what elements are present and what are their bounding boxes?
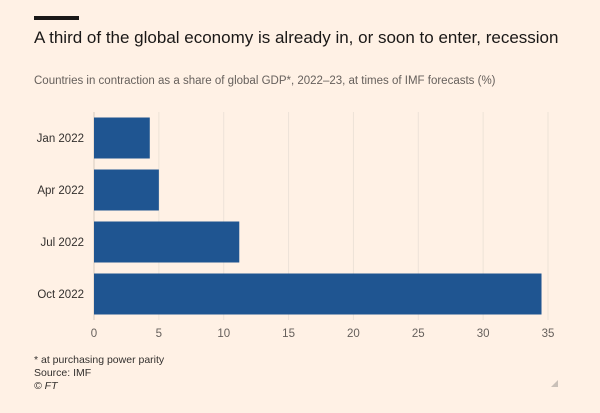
credit-note: © FT: [34, 380, 58, 392]
chart-title: A third of the global economy is already…: [34, 28, 559, 47]
bar: [94, 221, 240, 263]
title-rule: [34, 16, 79, 20]
bar: [94, 273, 542, 315]
category-label: Oct 2022: [37, 289, 84, 301]
x-tick-label: 0: [91, 328, 97, 340]
chart-subtitle: Countries in contraction as a share of g…: [34, 75, 496, 87]
x-tick-label: 30: [477, 328, 490, 340]
x-tick-label: 35: [542, 328, 555, 340]
category-label: Apr 2022: [37, 185, 84, 197]
x-tick-label: 10: [217, 328, 230, 340]
x-tick-label: 15: [282, 328, 295, 340]
category-label: Jul 2022: [41, 237, 84, 249]
resize-handle-icon[interactable]: [551, 380, 558, 387]
bar: [94, 117, 150, 159]
category-label: Jan 2022: [37, 133, 84, 145]
source-note: Source: IMF: [34, 367, 92, 379]
bar: [94, 169, 159, 211]
x-tick-label: 20: [347, 328, 360, 340]
footnote: * at purchasing power parity: [34, 354, 165, 366]
x-tick-label: 5: [156, 328, 162, 340]
x-tick-label: 25: [412, 328, 425, 340]
